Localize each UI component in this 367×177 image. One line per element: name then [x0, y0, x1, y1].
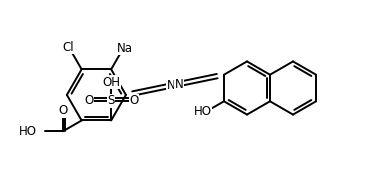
Text: Cl: Cl [62, 41, 74, 54]
Text: HO: HO [19, 125, 37, 138]
Text: O: O [129, 94, 138, 107]
Text: N: N [167, 79, 175, 92]
Text: N: N [174, 78, 183, 90]
Text: S: S [108, 94, 115, 107]
Text: Na: Na [117, 42, 133, 55]
Text: HO: HO [194, 105, 212, 118]
Text: OH: OH [102, 76, 120, 88]
Text: O: O [84, 94, 93, 107]
Text: O: O [58, 104, 68, 117]
